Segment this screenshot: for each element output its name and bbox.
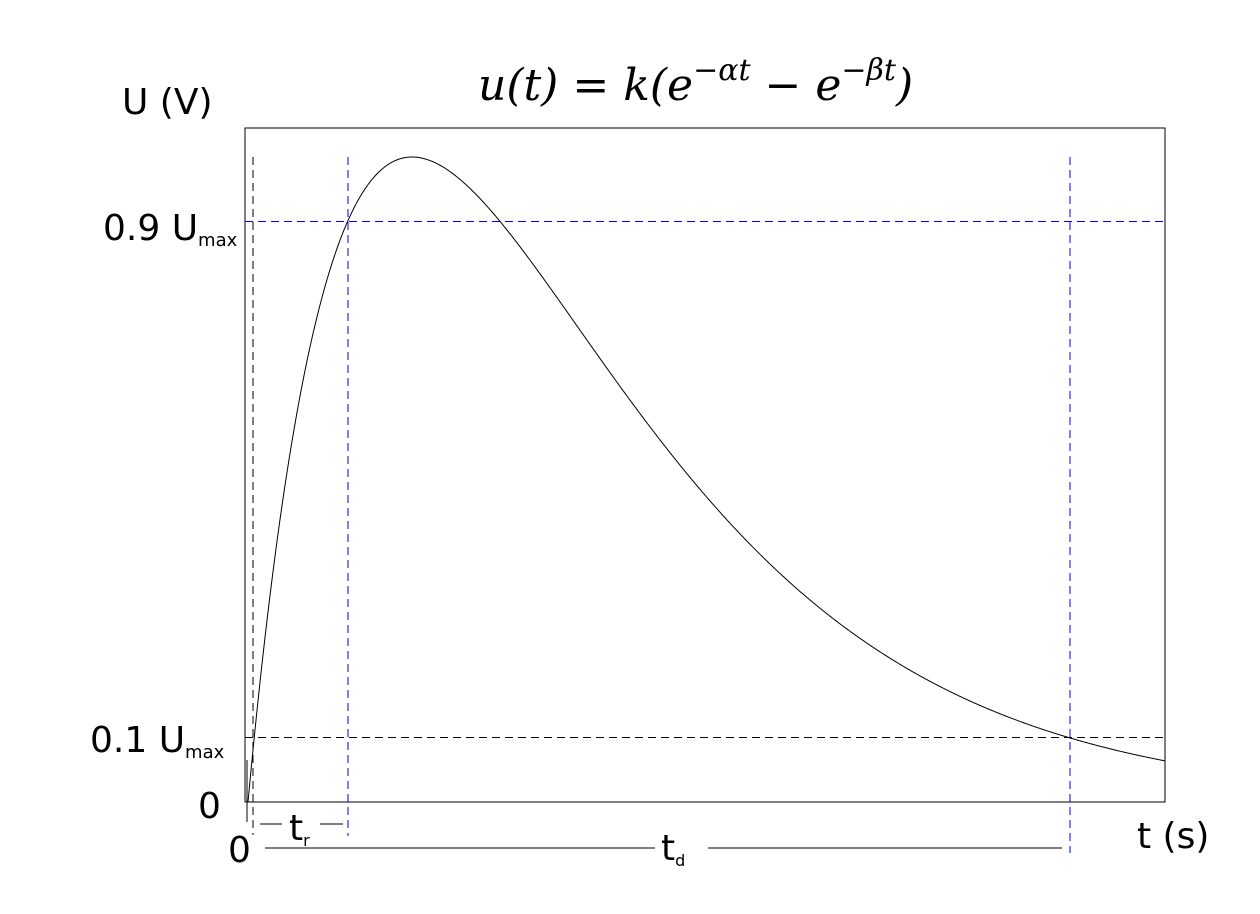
y-tick-0.1: 0.1 Umax	[90, 720, 225, 763]
rise-time-label: tr	[289, 808, 310, 850]
chart-title: u(t) = k(e−αt − e−βt)	[478, 53, 913, 111]
plot-frame	[244, 127, 1166, 803]
y-tick-0: 0	[198, 786, 221, 827]
x-axis-label: t (s)	[1137, 816, 1209, 857]
y-axis-label: U (V)	[122, 82, 213, 123]
decay-time-label: td	[661, 828, 685, 870]
impulse-curve	[247, 156, 1166, 803]
y-tick-0.9: 0.9 Umax	[103, 208, 238, 251]
x-origin-label: 0	[228, 830, 251, 871]
